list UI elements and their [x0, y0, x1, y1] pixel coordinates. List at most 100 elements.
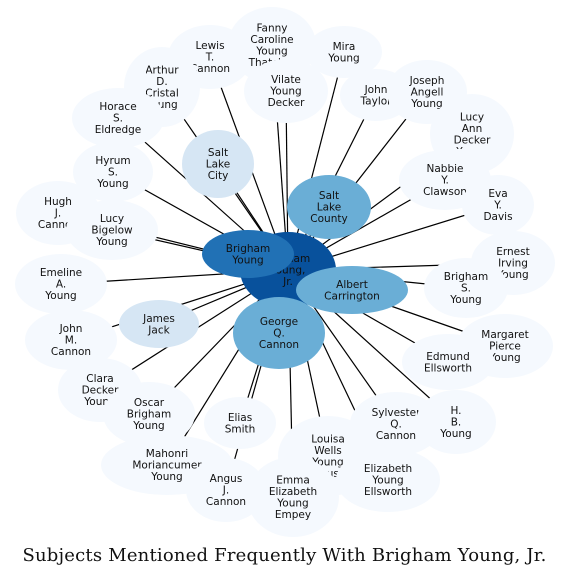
vilate-label-line: Decker	[268, 97, 305, 109]
nabbie-label-line: Y.	[440, 175, 449, 187]
joseph-label-line: Angell	[411, 87, 444, 99]
fanny-label-line: Caroline	[250, 34, 293, 46]
horace-label-line: Eldredge	[95, 124, 142, 136]
angus-label-line: Cannon	[206, 496, 246, 508]
oscar-label-line: Brigham	[127, 409, 171, 421]
slc-city-label-line: City	[208, 170, 229, 182]
slc-county-bubble	[287, 175, 371, 239]
lucy-decker-label-line: Lucy	[460, 111, 484, 123]
oscar-label-line: Young	[132, 420, 164, 432]
brigham-s-label-line: Young	[449, 294, 481, 306]
joseph-label-line: Young	[410, 98, 442, 110]
angus-bubble	[186, 458, 266, 522]
albert-label-line: Carrington	[324, 290, 380, 302]
mira-label-line: Young	[327, 52, 359, 64]
joseph-label-line: Joseph	[409, 75, 445, 87]
james-jack-label-line: James	[142, 313, 175, 325]
slc-county-label-line: County	[310, 213, 347, 225]
louisa-label-line: Wells	[314, 445, 342, 457]
mira-label-line: Mira	[333, 41, 356, 53]
john-m-label-line: M.	[65, 335, 77, 347]
mahonri-label-line: Young	[150, 471, 182, 483]
mira-bubble	[306, 26, 382, 78]
lewis-label-line: Lewis	[195, 40, 224, 52]
network-diagram: LewisT.CannonFannyCarolineYoungThatcherM…	[25, 22, 534, 537]
john-taylor-label-line: John	[364, 84, 388, 96]
brigham-label-line: Brigham	[226, 243, 270, 255]
horace-label-line: S.	[113, 113, 123, 125]
john-m-label-line: John	[59, 323, 83, 335]
elizabeth-e-label-line: Young	[276, 497, 308, 509]
hyrum-bubble	[73, 142, 153, 202]
margaret-label-line: Young	[488, 352, 520, 364]
slc-county-label-line: Lake	[317, 202, 341, 214]
clara-label-line: Decker	[82, 385, 119, 397]
h-b-label-line: H.	[450, 405, 461, 417]
louisa-label-line: Louisa	[311, 433, 345, 445]
hyrum-label-line: S.	[108, 167, 118, 179]
brigham-bubble	[202, 230, 294, 278]
george-q-label-line: Cannon	[259, 339, 299, 351]
sylvester-label-line: Cannon	[376, 430, 416, 442]
fanny-label-line: Fanny	[256, 22, 287, 34]
eva-label-line: Y.	[493, 200, 502, 212]
lewis-label-line: Cannon	[190, 63, 230, 75]
vilate-bubble	[244, 59, 328, 123]
node-h-b: H.B.Young	[416, 390, 496, 454]
oscar-bubble	[103, 382, 195, 446]
angus-label-line: Angus	[210, 473, 243, 485]
oscar-label-line: Oscar	[134, 397, 165, 409]
george-q-bubble	[233, 297, 325, 369]
mahonri-label-line: Mahonri	[146, 448, 188, 460]
fanny-label-line: Young	[255, 45, 287, 57]
arthur-label-line: D.	[156, 76, 167, 88]
vilate-label-line: Vilate	[271, 74, 301, 86]
eva-label-line: Eva	[488, 188, 507, 200]
emeline-label-line: A.	[56, 279, 66, 291]
george-q-label-line: Q.	[273, 328, 285, 340]
mahonri-label-line: Moriancumer	[132, 460, 202, 472]
emeline-label-line: Young	[44, 290, 76, 302]
john-m-label-line: Cannon	[51, 346, 91, 358]
horace-bubble	[72, 88, 164, 148]
h-b-bubble	[416, 390, 496, 454]
margaret-label-line: Margaret	[481, 329, 528, 341]
brigham-label-line: Young	[231, 254, 263, 266]
slc-city-bubble	[182, 130, 254, 198]
hugh-label-line: Hugh	[44, 196, 72, 208]
slc-county-label-line: Salt	[319, 190, 339, 202]
margaret-label-line: Pierce	[489, 341, 521, 353]
clara-label-line: Clara	[86, 373, 113, 385]
elizabeth-ells-label-line: Elizabeth	[364, 463, 412, 475]
arthur-label-line: Cristal	[145, 87, 179, 99]
elizabeth-e-label-line: Emma	[276, 474, 310, 486]
hugh-label-line: J.	[54, 208, 61, 220]
elizabeth-ells-label-line: Young	[371, 475, 403, 487]
albert-bubble	[296, 266, 408, 314]
horace-label-line: Horace	[99, 101, 136, 113]
vilate-label-line: Young	[269, 86, 301, 98]
james-jack-label-line: Jack	[147, 324, 170, 336]
eva-bubble	[462, 175, 534, 235]
eva-label-line: Davis	[483, 211, 512, 223]
james-jack-bubble	[119, 300, 199, 348]
john-taylor-label-line: Taylor	[360, 95, 393, 107]
elizabeth-e-bubble	[247, 457, 339, 537]
brigham-s-label-line: S.	[461, 283, 471, 295]
elizabeth-e-label-line: Empey	[275, 509, 311, 521]
albert-label-line: Albert	[336, 279, 368, 291]
arthur-label-line: Arthur	[145, 64, 179, 76]
brigham-s-bubble	[424, 258, 508, 318]
slc-city-label-line: Salt	[208, 147, 228, 159]
